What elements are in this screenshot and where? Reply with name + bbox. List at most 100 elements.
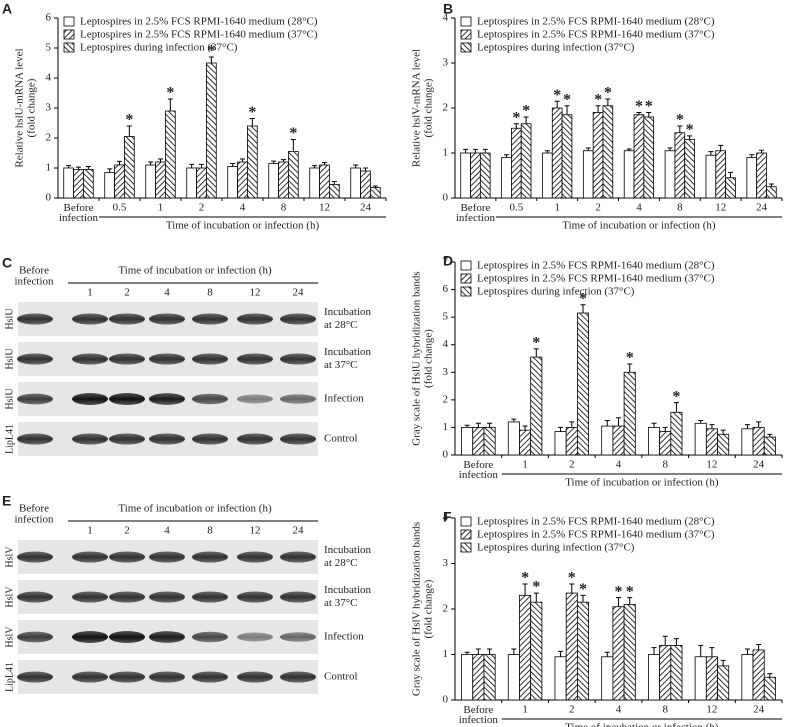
legend-label: Leptospires in 2.5% FCS RPMI-1640 medium… bbox=[477, 29, 715, 41]
lane-label: 24 bbox=[293, 287, 305, 299]
y-tick-label: 3 bbox=[443, 366, 449, 378]
error-bar bbox=[475, 422, 481, 428]
bar bbox=[756, 152, 767, 199]
significance-mark: * bbox=[615, 583, 623, 600]
significance-mark: * bbox=[568, 570, 576, 587]
bar bbox=[670, 411, 683, 456]
error-bar bbox=[646, 112, 652, 117]
error-bar bbox=[208, 56, 214, 63]
bar bbox=[717, 665, 730, 701]
error-bar bbox=[687, 135, 693, 140]
x-tick-label: 24 bbox=[753, 459, 765, 471]
significance-mark: * bbox=[579, 581, 587, 598]
x-tick-label: 12 bbox=[706, 704, 717, 716]
blot-band bbox=[72, 393, 108, 405]
x-tick-label: Before infection bbox=[59, 202, 99, 224]
y-tick-label: 2 bbox=[46, 132, 52, 144]
bar bbox=[530, 356, 543, 456]
bar bbox=[554, 656, 567, 701]
error-bar bbox=[616, 597, 621, 607]
error-bar bbox=[522, 583, 528, 596]
y-tick-label: 0 bbox=[443, 449, 449, 461]
bar bbox=[268, 163, 279, 199]
error-bar bbox=[558, 650, 564, 657]
y-tick-label: 1 bbox=[443, 648, 449, 660]
bar bbox=[472, 654, 485, 701]
blot-band bbox=[280, 353, 316, 365]
blot-band bbox=[237, 632, 273, 642]
legend-label: Leptospires in 2.5% FCS RPMI-1640 medium… bbox=[477, 16, 715, 28]
significance-mark: * bbox=[248, 104, 256, 121]
y-tick-label: 1 bbox=[443, 421, 449, 433]
error-bar bbox=[167, 98, 173, 111]
x-tick-label: 4 bbox=[636, 202, 642, 214]
error-bar bbox=[744, 648, 750, 655]
panel-label: B bbox=[443, 1, 453, 17]
blot-condition: at 28°C bbox=[324, 319, 357, 331]
bar bbox=[561, 114, 573, 199]
error-bar bbox=[148, 161, 154, 165]
y-axis-label: (fold change) bbox=[423, 78, 435, 137]
x-tick-label: 12 bbox=[319, 202, 330, 214]
error-bar bbox=[626, 148, 632, 151]
blot-band bbox=[280, 591, 316, 603]
legend-label: Leptospires in 2.5% FCS RPMI-1640 medium… bbox=[477, 529, 715, 541]
x-tick-label: 8 bbox=[662, 459, 668, 471]
bar bbox=[288, 151, 299, 199]
blot-band bbox=[72, 671, 108, 683]
error-bar bbox=[533, 592, 539, 603]
error-bar bbox=[627, 597, 633, 605]
error-bar bbox=[533, 348, 539, 358]
bar bbox=[694, 656, 707, 701]
bar bbox=[647, 654, 661, 701]
legend-label: Leptospires during infection (37°C) bbox=[80, 42, 238, 54]
error-bar bbox=[472, 148, 478, 153]
x-tick-label: 0.5 bbox=[509, 202, 523, 214]
bar bbox=[309, 167, 320, 199]
blot-band bbox=[237, 671, 273, 683]
error-bar bbox=[464, 651, 470, 655]
blot-protein: LipL41 bbox=[4, 424, 15, 454]
y-tick-label: 2 bbox=[443, 603, 449, 615]
y-axis-label: Gray scale of HslV hybridization bands bbox=[411, 522, 423, 696]
error-bar bbox=[240, 158, 245, 162]
legend-swatch bbox=[63, 29, 75, 40]
blot-band bbox=[72, 591, 108, 603]
blot-band bbox=[17, 313, 53, 325]
bar bbox=[565, 592, 578, 701]
significance-mark: * bbox=[594, 91, 602, 108]
bar bbox=[741, 654, 754, 701]
lane-label: 24 bbox=[293, 525, 305, 537]
significance-mark: * bbox=[604, 85, 612, 102]
error-bar bbox=[312, 165, 318, 168]
blot-band bbox=[72, 551, 108, 563]
x-tick-label: 2 bbox=[595, 202, 601, 214]
blot-band bbox=[237, 313, 273, 325]
y-tick-label: 3 bbox=[46, 102, 52, 114]
bar bbox=[763, 436, 776, 456]
legend-label: Leptospires during infection (37°C) bbox=[477, 542, 635, 554]
blot-condition: at 37°C bbox=[324, 597, 357, 609]
bar bbox=[752, 649, 765, 701]
error-bar bbox=[554, 100, 560, 108]
error-bar bbox=[475, 648, 481, 655]
bar bbox=[647, 427, 661, 456]
legend-label: Leptospires in 2.5% FCS RPMI-1640 medium… bbox=[80, 29, 318, 41]
error-bar bbox=[544, 150, 550, 153]
y-tick-label: 0 bbox=[46, 192, 52, 204]
bar bbox=[73, 169, 84, 199]
error-bar bbox=[673, 638, 679, 646]
blot-band bbox=[149, 433, 185, 445]
bar bbox=[705, 428, 718, 456]
error-bar bbox=[662, 635, 668, 646]
bar bbox=[576, 601, 590, 701]
bar bbox=[83, 169, 94, 199]
legend-label: Leptospires in 2.5% FCS RPMI-1640 medium… bbox=[477, 260, 715, 272]
error-bar bbox=[744, 424, 750, 429]
x-tick-label: 4 bbox=[240, 202, 246, 214]
error-bar bbox=[698, 420, 704, 424]
blot-protein: HslV bbox=[4, 546, 15, 568]
legend-swatch bbox=[460, 542, 472, 553]
blot-band bbox=[280, 551, 316, 563]
bar bbox=[507, 421, 520, 456]
